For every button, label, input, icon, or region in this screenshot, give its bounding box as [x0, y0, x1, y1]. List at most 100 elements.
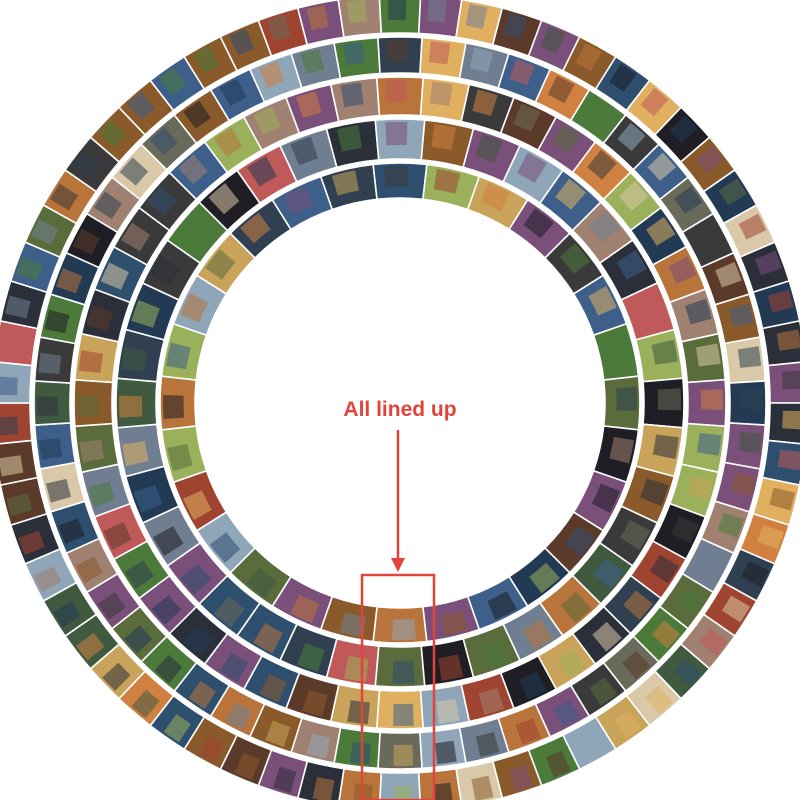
photo-thumbnail-detail	[234, 752, 260, 780]
photo-thumbnail-detail	[58, 518, 85, 544]
photo-thumbnail-detail	[72, 150, 101, 178]
photo-thumbnail-detail	[728, 303, 754, 328]
photo-thumbnail-detail	[88, 481, 116, 508]
photo-thumbnail-detail	[616, 387, 638, 411]
photo-thumbnail-detail	[0, 416, 19, 436]
photo-thumbnail-detail	[699, 550, 728, 578]
photo-thumbnail-detail	[77, 396, 100, 417]
photo-thumbnail-detail	[180, 563, 212, 595]
photo-thumbnail-detail	[46, 478, 72, 503]
photo-thumbnail-detail	[219, 78, 247, 107]
photo-thumbnail-detail	[290, 136, 319, 166]
photo-thumbnail-detail	[588, 286, 617, 316]
photo-thumbnail-detail	[229, 28, 255, 56]
photo-thumbnail-detail	[267, 14, 291, 42]
annotation-callout	[360, 430, 436, 800]
photo-thumbnail-detail	[730, 472, 756, 497]
photo-thumbnail-detail	[49, 183, 79, 211]
photo-thumbnail-detail	[149, 256, 181, 286]
photo-thumbnail-detail	[246, 156, 277, 187]
photo-thumbnail-detail	[515, 718, 541, 745]
photo-thumbnail-detail	[240, 212, 271, 244]
photo-thumbnail-detail	[671, 516, 700, 544]
photo-thumbnail-detail	[149, 126, 178, 156]
photo-thumbnail-detail	[657, 388, 681, 411]
photo-thumbnail-detail	[519, 671, 547, 700]
photo-thumbnail-detail	[385, 122, 408, 146]
photo-thumbnail-detail	[123, 625, 153, 654]
photo-thumbnail-detail	[349, 741, 372, 765]
photo-thumbnail-detail	[431, 124, 457, 151]
photo-thumbnail-detail	[213, 127, 243, 157]
photo-thumbnail-detail	[503, 13, 528, 40]
photo-thumbnail-detail	[547, 75, 575, 104]
photo-thumbnail-detail	[300, 49, 325, 75]
photo-thumbnail-detail	[472, 89, 498, 117]
photo-thumbnail-detail	[557, 649, 587, 679]
photo-thumbnail-detail	[441, 610, 469, 636]
photo-thumbnail-detail	[767, 289, 794, 313]
photo-thumbnail-detail	[331, 170, 359, 196]
photo-thumbnail-detail	[297, 643, 325, 672]
photo-thumbnail-detail	[523, 208, 554, 239]
photo-thumbnail-detail	[509, 764, 533, 792]
photo-thumbnail-detail	[555, 178, 587, 210]
photo-thumbnail-detail	[121, 346, 148, 372]
photo-thumbnail-detail	[646, 216, 676, 246]
photo-thumbnail-detail	[617, 122, 646, 152]
photo-thumbnail-detail	[158, 67, 187, 96]
photo-thumbnail-detail	[56, 268, 83, 294]
photo-thumbnail-detail	[623, 590, 653, 620]
photo-thumbnail-detail	[387, 0, 407, 21]
photo-thumbnail-detail	[392, 660, 415, 684]
photo-thumbnail-detail	[738, 213, 767, 240]
photo-thumbnail-detail	[471, 775, 494, 800]
photo-thumbnail-detail	[392, 619, 416, 640]
photo-thumbnail-detail	[44, 309, 70, 334]
photo-thumbnail-detail	[487, 591, 517, 620]
annotation-arrow-head-icon	[391, 558, 405, 572]
photo-thumbnail-detail	[154, 654, 183, 684]
photo-thumbnail-detail	[124, 560, 154, 590]
photo-thumbnail-detail	[133, 484, 163, 513]
photo-thumbnail-detail	[478, 687, 505, 715]
photo-thumbnail-detail	[637, 293, 667, 322]
photo-thumbnail-detail	[529, 562, 560, 594]
photo-thumbnail-detail	[103, 522, 132, 550]
photo-thumbnail-detail	[781, 370, 800, 390]
photo-thumbnail-detail	[609, 436, 635, 464]
photo-thumbnail-detail	[480, 183, 510, 212]
photo-thumbnail-detail	[435, 740, 457, 765]
photo-thumbnail-detail	[16, 256, 43, 281]
photo-thumbnail-detail	[306, 733, 331, 759]
photo-thumbnail-detail	[151, 595, 182, 625]
photo-thumbnail-detail	[647, 152, 677, 181]
photo-thumbnail-detail	[715, 262, 742, 288]
photo-thumbnail-detail	[102, 662, 131, 691]
photo-thumbnail-detail	[38, 352, 62, 375]
photo-thumbnail-detail	[188, 680, 217, 710]
photo-thumbnail-detail	[97, 592, 126, 620]
photo-thumbnail-detail	[302, 689, 328, 717]
photo-thumbnail-detail	[436, 698, 460, 724]
photo-thumbnail-detail	[31, 219, 59, 245]
photo-thumbnail-detail	[465, 3, 488, 30]
photo-thumbnail-detail	[475, 134, 503, 163]
photo-thumbnail-detail	[699, 628, 728, 656]
photo-thumbnail-detail	[649, 554, 679, 584]
photo-thumbnail-detail	[18, 530, 46, 556]
photo-thumbnail-detail	[618, 181, 649, 211]
photo-thumbnail-detail	[757, 525, 784, 550]
photo-thumbnail-detail	[588, 211, 620, 243]
photo-thumbnail-detail	[346, 0, 368, 24]
photo-thumbnail-detail	[481, 640, 510, 670]
photo-thumbnail-detail	[674, 186, 703, 214]
photo-thumbnail-detail	[513, 103, 541, 132]
photo-thumbnail-detail	[438, 654, 464, 681]
photo-thumbnail-detail	[336, 125, 362, 152]
photo-thumbnail-detail	[163, 713, 191, 743]
photo-thumbnail-detail	[592, 621, 622, 652]
photo-thumbnail-detail	[253, 622, 283, 654]
photo-thumbnail-detail	[754, 250, 782, 276]
